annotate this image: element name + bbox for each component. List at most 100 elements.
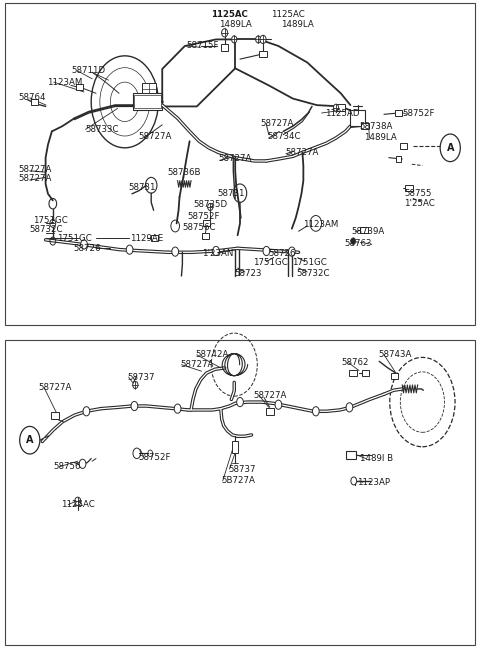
Text: 58756C: 58756C (182, 223, 216, 233)
Text: 1489LA: 1489LA (281, 20, 314, 30)
Circle shape (222, 29, 228, 37)
Circle shape (237, 397, 243, 407)
Bar (259, 51, 267, 57)
Text: 1489I B: 1489I B (360, 454, 393, 463)
Bar (203, 220, 210, 226)
Circle shape (232, 36, 237, 43)
Circle shape (351, 238, 356, 244)
Text: 5B727A: 5B727A (222, 476, 256, 486)
Text: 58733C: 58733C (85, 125, 119, 134)
Text: 1125AC: 1125AC (271, 10, 305, 19)
Bar (360, 227, 368, 233)
Circle shape (131, 401, 138, 411)
Bar (142, 83, 156, 93)
Bar (232, 441, 238, 453)
Bar (5, 3, 475, 325)
Bar (51, 412, 59, 419)
Bar (266, 408, 274, 415)
Text: 58737: 58737 (127, 373, 155, 382)
Text: 58764: 58764 (18, 93, 46, 102)
Bar (221, 44, 228, 51)
Text: A: A (26, 435, 34, 445)
Bar (396, 156, 401, 162)
Text: 58732C: 58732C (297, 269, 330, 278)
Bar (361, 123, 369, 129)
Text: 58731: 58731 (129, 183, 156, 193)
Bar (391, 373, 398, 378)
Text: 58736B: 58736B (167, 168, 201, 177)
Bar (5, 340, 475, 645)
Text: 58727A: 58727A (18, 165, 52, 174)
Bar (350, 110, 365, 126)
Circle shape (75, 497, 81, 505)
Circle shape (351, 477, 357, 485)
Text: 58739A: 58739A (351, 227, 384, 236)
Circle shape (213, 246, 219, 256)
Text: 1125AD: 1125AD (325, 108, 360, 118)
Bar (349, 370, 357, 376)
Text: 1751GC: 1751GC (253, 258, 288, 267)
Text: 58755: 58755 (404, 189, 432, 198)
Text: 58727A: 58727A (138, 132, 172, 141)
Circle shape (174, 404, 181, 413)
Text: 58743A: 58743A (378, 350, 412, 359)
Bar (133, 93, 162, 110)
Text: 1489LA: 1489LA (219, 20, 252, 30)
Bar (400, 143, 407, 148)
Circle shape (256, 36, 261, 43)
Circle shape (288, 247, 295, 256)
Text: 58727A: 58727A (180, 360, 214, 369)
Text: 58727A: 58727A (253, 391, 287, 400)
Text: 1751GC: 1751GC (57, 234, 91, 243)
Circle shape (83, 407, 90, 416)
Bar (76, 83, 83, 89)
Circle shape (208, 204, 213, 210)
Text: 1'25AC: 1'25AC (404, 199, 435, 208)
Bar (405, 185, 413, 191)
Text: 58727A: 58727A (285, 148, 319, 157)
Text: 58711D: 58711D (71, 66, 105, 75)
Text: 58763: 58763 (345, 238, 372, 248)
Text: 1125AC: 1125AC (211, 10, 248, 19)
Text: 58732C: 58732C (30, 225, 63, 235)
Circle shape (81, 240, 87, 249)
Text: 1125AC: 1125AC (61, 500, 95, 509)
Text: 1751GC: 1751GC (33, 215, 67, 225)
Text: 1123AM: 1123AM (47, 78, 83, 87)
Text: 58752F: 58752F (138, 453, 171, 462)
Text: 1489LA: 1489LA (364, 133, 396, 143)
Text: 58756: 58756 (54, 462, 81, 471)
Text: 58731: 58731 (217, 189, 244, 198)
Text: 58738A: 58738A (359, 122, 393, 131)
Text: 58752F: 58752F (402, 108, 435, 118)
Text: 58737: 58737 (228, 464, 256, 474)
Text: 1129AE: 1129AE (130, 234, 163, 243)
Bar (346, 451, 356, 459)
Bar (395, 110, 402, 116)
Circle shape (133, 382, 138, 388)
Bar (134, 95, 161, 108)
Text: A: A (446, 143, 454, 153)
Text: 58726: 58726 (73, 244, 100, 253)
Text: 58723: 58723 (234, 269, 262, 278)
Text: 58727A: 58727A (260, 119, 294, 128)
Circle shape (334, 104, 338, 111)
Text: 58742A: 58742A (196, 350, 229, 359)
Text: 1123AP: 1123AP (357, 478, 390, 487)
Circle shape (312, 407, 319, 416)
Text: 1'23AN: 1'23AN (202, 249, 233, 258)
Circle shape (126, 245, 133, 254)
Circle shape (260, 35, 266, 43)
Text: 58752F: 58752F (187, 212, 220, 221)
Circle shape (79, 459, 86, 468)
Text: 58727A: 58727A (38, 383, 72, 392)
Text: 58734C: 58734C (268, 132, 301, 141)
Bar (151, 235, 158, 240)
Text: 58715F: 58715F (186, 41, 219, 51)
Bar (31, 99, 38, 105)
Text: 58727A: 58727A (218, 154, 252, 164)
Bar (337, 104, 345, 111)
Bar (202, 233, 209, 238)
Text: 58726: 58726 (269, 249, 296, 258)
Circle shape (172, 247, 179, 256)
